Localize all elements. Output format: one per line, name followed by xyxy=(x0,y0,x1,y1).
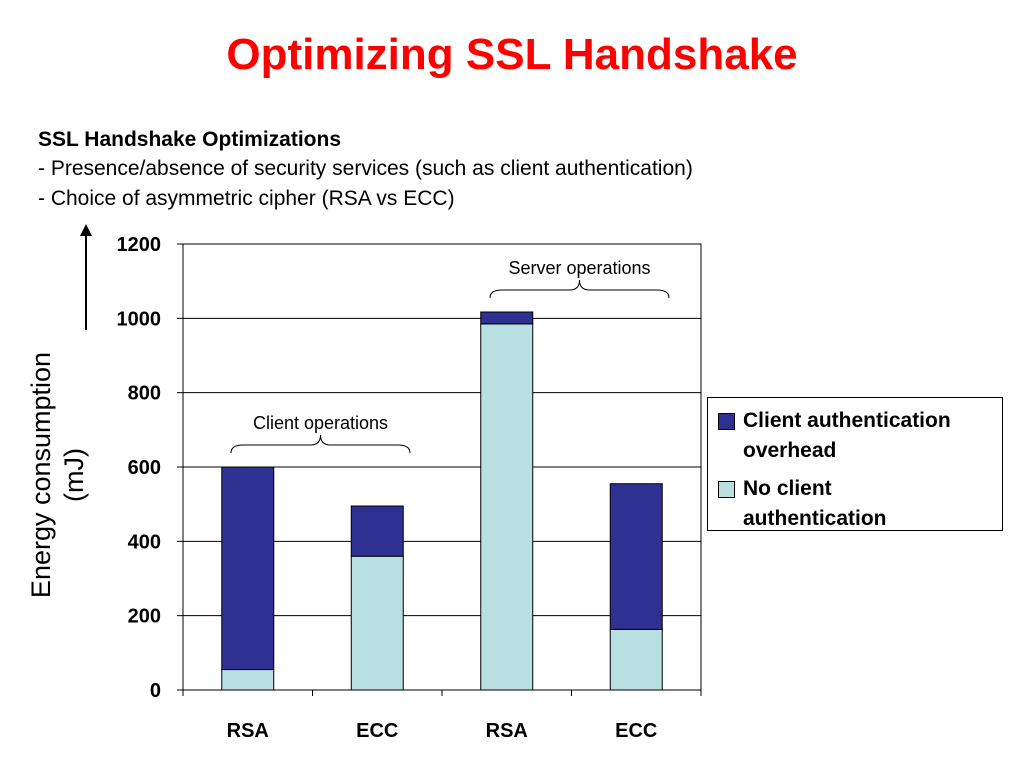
annotation-brace xyxy=(489,280,670,299)
chart-legend: Client authentication overhead No client… xyxy=(707,397,1003,531)
slide-title: Optimizing SSL Handshake xyxy=(226,30,798,79)
legend-label-line: authentication xyxy=(743,507,887,530)
y-axis-label: Energy consumption xyxy=(26,352,56,598)
annotation-brace xyxy=(230,434,411,454)
annotation-label: Server operations xyxy=(508,258,650,278)
bar-segment-client-auth-overhead xyxy=(350,505,404,557)
x-tick-label: RSA xyxy=(486,720,528,742)
bar-segment-client-auth-overhead xyxy=(480,311,534,325)
bar-segment-no-client-auth xyxy=(609,628,663,691)
bar-segment-no-client-auth xyxy=(480,323,534,691)
bullet-asymmetric-cipher: - Choice of asymmetric cipher (RSA vs EC… xyxy=(38,187,455,210)
y-tick-label: 0 xyxy=(150,680,161,702)
y-tick-label: 1000 xyxy=(117,308,162,330)
legend-label-line: No client xyxy=(743,477,832,500)
subheading: SSL Handshake Optimizations xyxy=(38,128,342,151)
y-tick-label: 600 xyxy=(128,457,161,479)
x-tick-label: ECC xyxy=(356,720,398,742)
y-tick-label: 400 xyxy=(128,531,161,553)
bar-segment-client-auth-overhead xyxy=(609,483,663,630)
annotation-label: Client operations xyxy=(253,413,388,433)
y-tick-label: 1200 xyxy=(117,234,162,256)
legend-swatch-no-client-auth xyxy=(718,481,735,498)
bullet-security-services: - Presence/absence of security services … xyxy=(38,157,693,180)
bar-segment-no-client-auth xyxy=(221,669,275,691)
y-tick-label: 800 xyxy=(128,383,161,405)
y-axis-label: (mJ) xyxy=(59,448,89,502)
legend-label-line: Client authentication xyxy=(743,409,951,432)
y-axis-arrow-head xyxy=(80,224,92,236)
legend-label-line: overhead xyxy=(743,439,837,462)
bar-segment-client-auth-overhead xyxy=(221,466,275,671)
x-tick-label: RSA xyxy=(227,720,269,742)
legend-label-no-client-auth: No client authentication xyxy=(743,474,887,534)
x-tick-label: ECC xyxy=(615,720,657,742)
legend-swatch-client-auth-overhead xyxy=(718,413,735,430)
y-tick-label: 200 xyxy=(128,606,161,628)
legend-label-client-auth-overhead: Client authentication overhead xyxy=(743,406,951,466)
bar-segment-no-client-auth xyxy=(350,555,404,691)
